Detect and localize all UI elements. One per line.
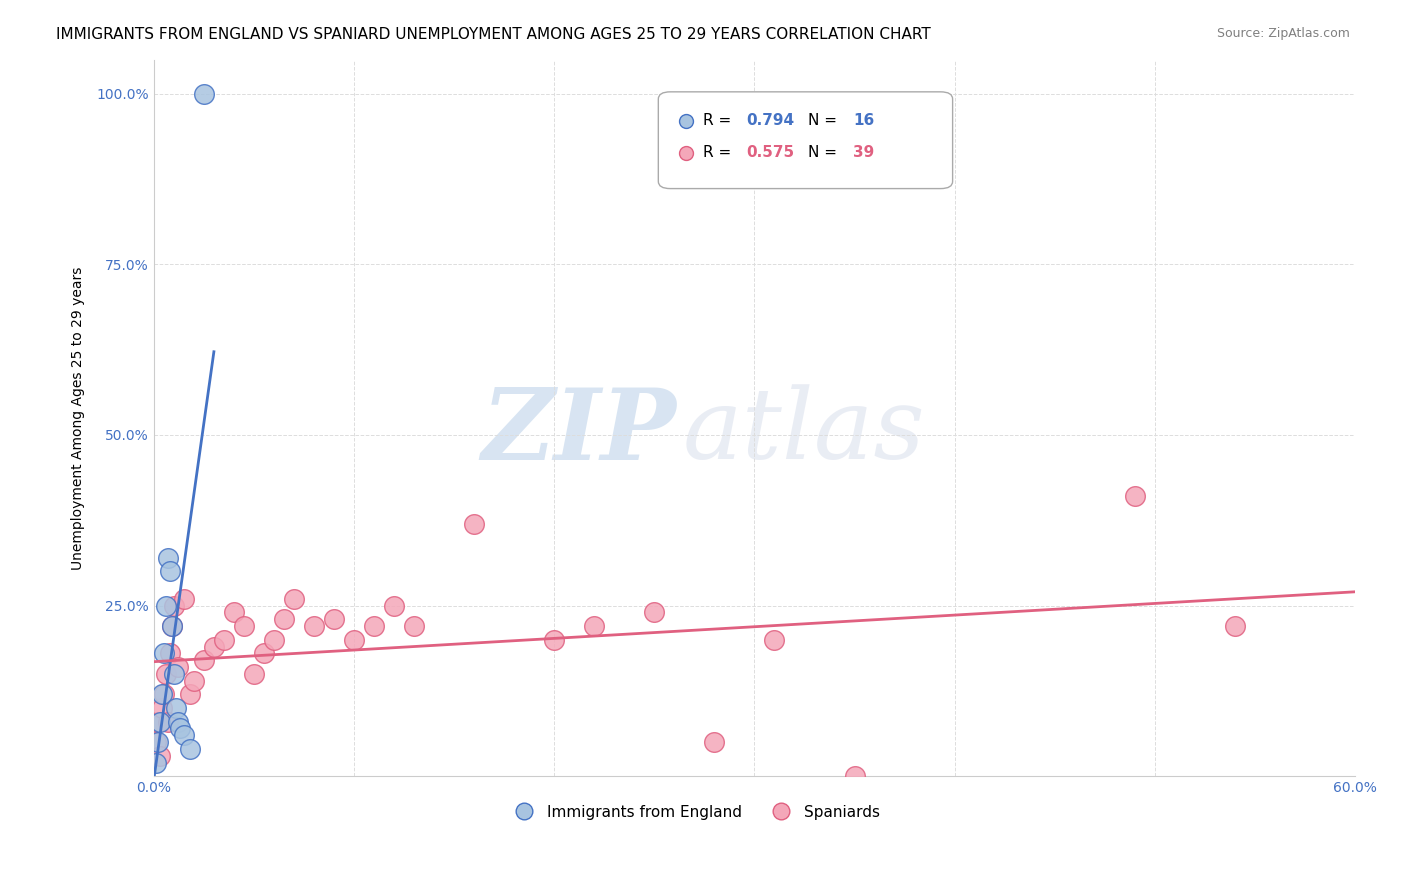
Point [222,606,245,620]
Point [146,735,169,749]
Point [343,632,366,647]
Point [163,666,186,681]
Point [156,714,179,729]
Point [543,632,565,647]
Point [160,619,183,633]
Point [156,550,179,565]
Point [404,619,426,633]
Point [159,565,181,579]
Text: 0.575: 0.575 [747,145,794,161]
Text: Source: ZipAtlas.com: Source: ZipAtlas.com [1216,27,1350,40]
Text: N =: N = [808,113,842,128]
FancyBboxPatch shape [658,92,953,188]
Point [167,714,190,729]
Point [1223,619,1246,633]
Point [193,653,215,667]
Point [165,701,187,715]
Point [463,516,485,531]
Point [155,599,177,613]
Point [844,769,866,783]
Point [583,619,606,633]
Text: IMMIGRANTS FROM ENGLAND VS SPANIARD UNEMPLOYMENT AMONG AGES 25 TO 29 YEARS CORRE: IMMIGRANTS FROM ENGLAND VS SPANIARD UNEM… [56,27,931,42]
Point [159,646,181,660]
Point [179,742,201,756]
Text: 39: 39 [853,145,875,161]
Point [302,619,325,633]
Text: ZIP: ZIP [481,384,676,481]
Text: 0.794: 0.794 [747,113,794,128]
Text: N =: N = [808,145,842,161]
Point [167,660,190,674]
Point [643,606,665,620]
Point [153,687,176,701]
Point [149,714,172,729]
Point [703,735,725,749]
Point [155,666,177,681]
Point [273,612,295,626]
Text: 16: 16 [853,113,875,128]
Point [193,87,215,101]
Point [163,599,186,613]
Point [763,632,786,647]
Point [150,701,173,715]
Point [150,687,173,701]
Point [179,687,201,701]
Point [1123,489,1146,503]
Point [169,722,191,736]
Point [363,619,385,633]
Point [145,735,167,749]
Point [202,640,225,654]
Point [382,599,405,613]
Y-axis label: Unemployment Among Ages 25 to 29 years: Unemployment Among Ages 25 to 29 years [72,266,86,570]
Point [232,619,254,633]
Point [145,756,167,770]
Text: R =: R = [703,145,735,161]
Point [323,612,346,626]
Point [283,591,305,606]
Text: R =: R = [703,113,735,128]
Point [243,666,266,681]
Point [183,673,205,688]
Point [212,632,235,647]
Legend: Immigrants from England, Spaniards: Immigrants from England, Spaniards [503,798,886,826]
Point [253,646,276,660]
Point [173,591,195,606]
Point [160,619,183,633]
Point [153,646,176,660]
Point [146,714,169,729]
Point [263,632,285,647]
Text: atlas: atlas [682,384,925,480]
Point [173,728,195,742]
Point [149,748,172,763]
